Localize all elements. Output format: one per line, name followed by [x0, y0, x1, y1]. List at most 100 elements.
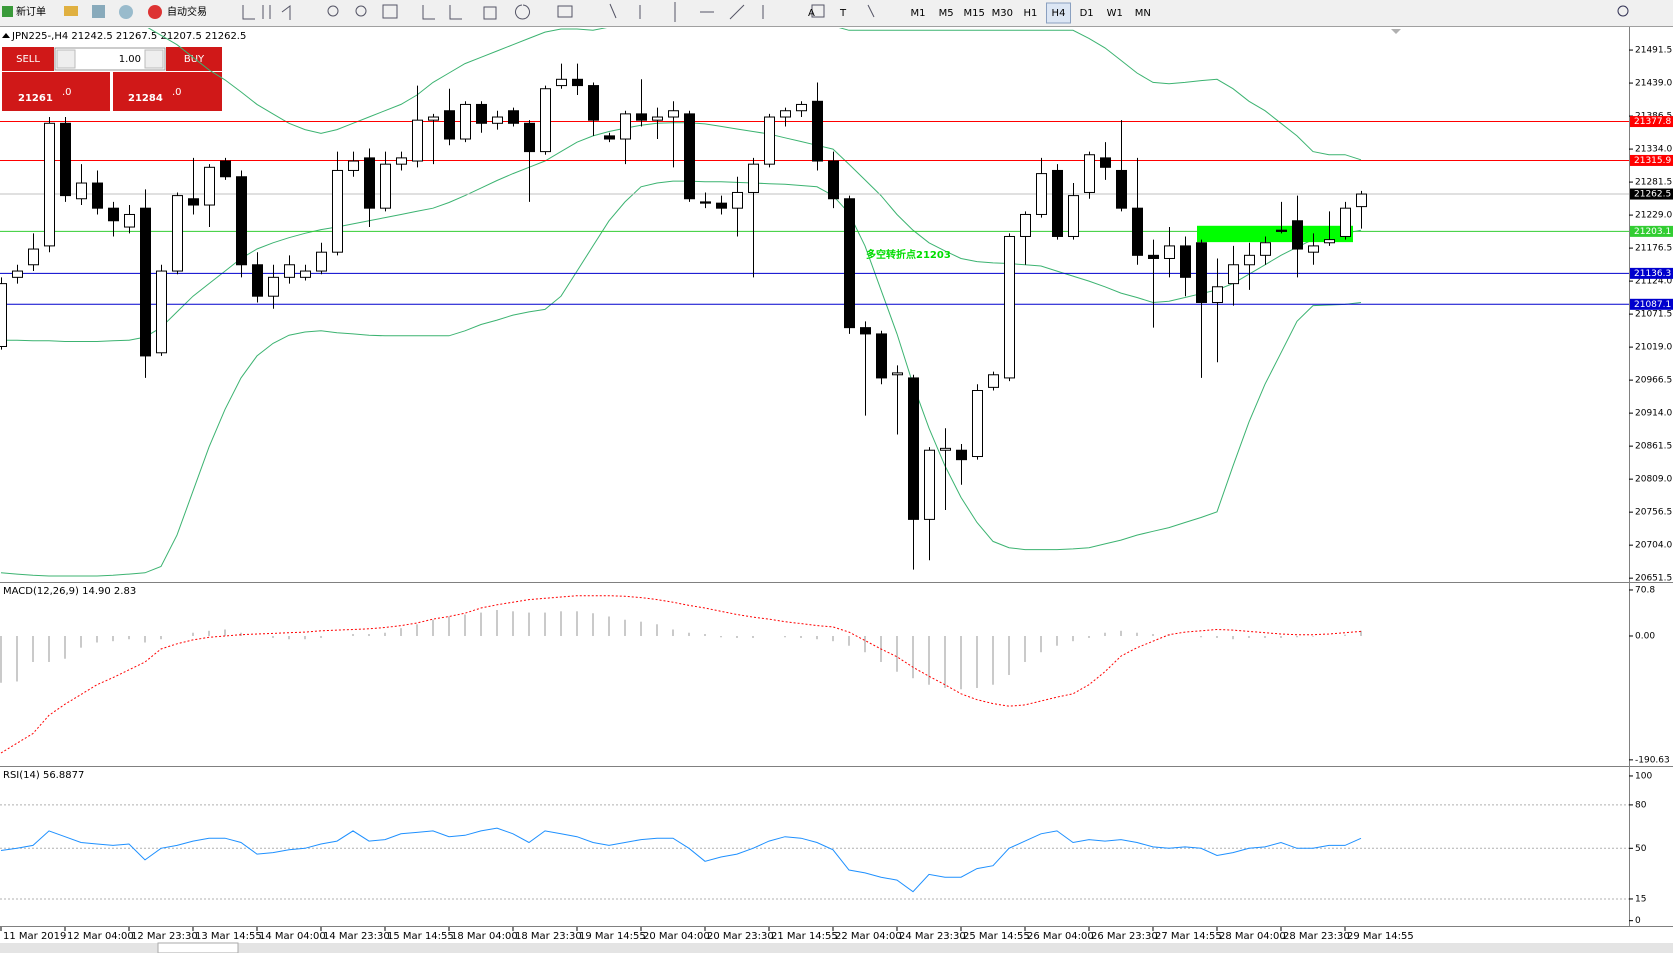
active-timeframe — [1046, 2, 1071, 24]
x-tick-label: 18 Mar 04:00 — [451, 931, 518, 942]
buy-label: BUY — [184, 54, 205, 65]
icon — [2, 6, 13, 17]
x-tick-label: 14 Mar 23:30 — [323, 931, 390, 942]
candle-body — [588, 85, 599, 121]
candle-body — [748, 163, 759, 193]
y-tick-label: 20914.0 — [1635, 409, 1672, 419]
y-tick-label: 21334.0 — [1635, 145, 1672, 155]
price-axis: 100 80 50 15 0 — [1629, 771, 1652, 926]
candle-body — [236, 176, 247, 266]
candle-body — [44, 122, 55, 247]
y-tick-label: 50 — [1635, 844, 1647, 854]
indicator-title: RSI(14) 56.8877 — [3, 770, 84, 781]
candle-body — [108, 207, 119, 222]
candle-body — [1228, 264, 1239, 285]
label-tool[interactable]: T — [839, 8, 847, 19]
candle-body — [172, 195, 183, 272]
candle-body — [844, 198, 855, 329]
lot-input[interactable] — [54, 47, 166, 71]
timeframe-button[interactable]: H4 — [1052, 8, 1066, 19]
timeframe-button[interactable]: W1 — [1107, 8, 1123, 19]
price-axis: 70.8 0.00 -190.63 — [1629, 585, 1670, 765]
active-tab[interactable] — [157, 942, 239, 953]
chart-type-icons[interactable] — [242, 5, 291, 20]
candle-body — [1084, 154, 1095, 193]
timeframe-button[interactable]: D1 — [1080, 8, 1094, 19]
buy-button[interactable] — [166, 47, 222, 71]
timeframe-button[interactable]: M15 — [964, 8, 985, 19]
candle-body — [1020, 213, 1031, 237]
candle-body — [1276, 229, 1287, 232]
candle-body — [188, 198, 199, 206]
candle-body — [1212, 286, 1223, 303]
tile[interactable] — [382, 4, 398, 19]
candle-body — [12, 270, 23, 278]
x-tick-label: 25 Mar 14:55 — [963, 931, 1030, 942]
new-order-button[interactable]: 新订单 — [2, 5, 46, 18]
icon[interactable] — [64, 6, 78, 16]
candle-body — [604, 135, 615, 140]
title-marker — [2, 33, 10, 38]
level-label: 21136.3 — [1634, 269, 1671, 279]
search-icon[interactable] — [1617, 5, 1629, 17]
candle-body — [92, 182, 103, 209]
candle-body — [892, 372, 903, 376]
level-label-bg — [1630, 225, 1673, 237]
candle-body — [524, 122, 535, 153]
candle-body — [636, 113, 647, 121]
icon — [148, 5, 162, 19]
sell-price-box[interactable] — [2, 72, 110, 111]
bollinger-upper — [147, 28, 1362, 161]
candle-body — [28, 248, 39, 266]
chart-tabs — [0, 943, 1673, 953]
lot-increase[interactable] — [144, 49, 164, 69]
x-tick-label: 26 Mar 23:30 — [1091, 931, 1158, 942]
x-tick-label: 18 Mar 23:30 — [515, 931, 582, 942]
candle-body — [652, 116, 663, 121]
candle-body — [1244, 254, 1255, 266]
price-axis: 21491.521439.021386.521334.021281.521229… — [1629, 46, 1673, 584]
candle-body — [460, 103, 471, 140]
x-tick-label: 13 Mar 14:55 — [195, 931, 262, 942]
x-tick-label: 26 Mar 04:00 — [1027, 931, 1094, 942]
candle-body — [556, 78, 567, 87]
buy-price-box[interactable] — [113, 72, 222, 111]
zoom-out[interactable] — [355, 5, 367, 17]
icon[interactable] — [119, 5, 133, 19]
y-tick-label: 80 — [1635, 800, 1647, 810]
tools[interactable] — [422, 2, 745, 22]
candle-body — [76, 182, 87, 200]
candle-body — [828, 160, 839, 200]
timeframe-button[interactable]: M5 — [939, 8, 954, 19]
x-tick-label: 28 Mar 04:00 — [1219, 931, 1286, 942]
text-tool[interactable]: A — [808, 8, 815, 19]
candle-body — [908, 377, 919, 520]
candle-body — [1292, 220, 1303, 250]
timeframe-button[interactable]: M1 — [911, 8, 926, 19]
timeframe-button[interactable]: M30 — [992, 8, 1013, 19]
plot-area: RSI(14) 56.8877 — [0, 770, 1629, 900]
candle-body — [700, 201, 711, 204]
zoom-in[interactable] — [327, 5, 339, 17]
level-label: 21377.8 — [1634, 117, 1671, 127]
candle-body — [1148, 254, 1159, 259]
timeframe-button[interactable]: H1 — [1023, 8, 1037, 19]
x-tick-label: 14 Mar 04:00 — [259, 931, 326, 942]
sell-price: 21261 — [18, 93, 53, 104]
lot-value: 1.00 — [119, 54, 141, 65]
tools-2[interactable] — [762, 4, 875, 19]
candle-body — [316, 251, 327, 272]
sell-price-big: .0 — [62, 87, 72, 98]
lot-decrease[interactable] — [56, 49, 76, 69]
candle-body — [972, 390, 983, 458]
x-tick-label: 29 Mar 14:55 — [1347, 931, 1414, 942]
timeframe-button[interactable]: MN — [1135, 8, 1151, 19]
icon[interactable] — [92, 5, 105, 18]
y-tick-label: 21229.0 — [1635, 211, 1672, 221]
macd-signal — [0, 595, 1362, 754]
y-tick-label: 0 — [1635, 916, 1641, 926]
level-label: 21262.5 — [1634, 190, 1671, 200]
auto-trading-button[interactable]: 自动交易 — [148, 5, 207, 19]
sell-button[interactable] — [2, 47, 54, 71]
